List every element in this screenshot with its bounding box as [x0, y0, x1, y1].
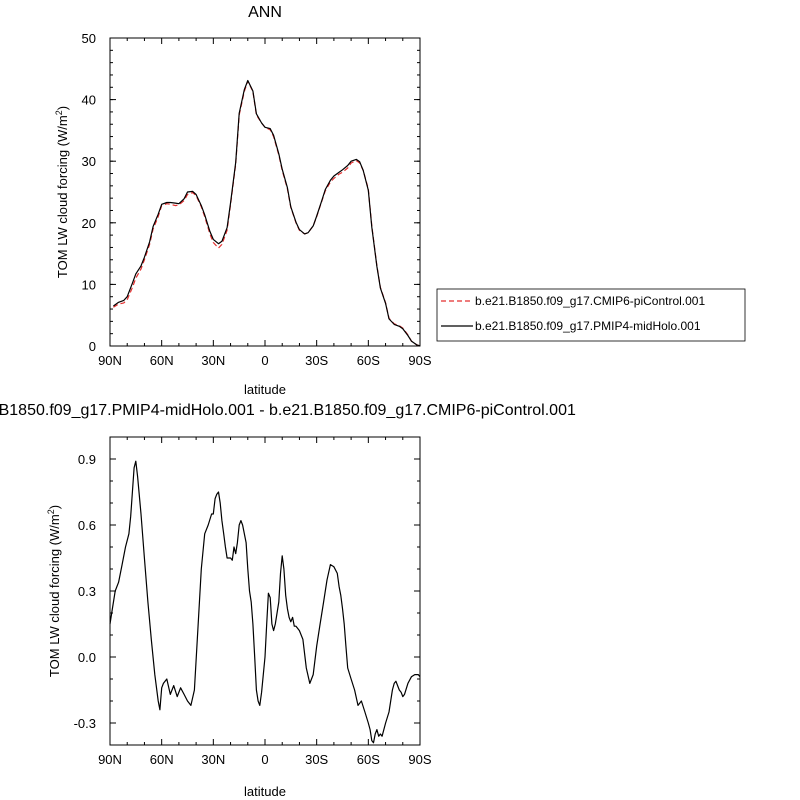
- x-tick-label: 60N: [150, 353, 174, 368]
- top-y-axis-label: TOM LW cloud forcing (W/m2): [54, 106, 70, 278]
- y-tick-label: 0.6: [78, 518, 96, 533]
- y-tick-label: 0: [89, 339, 96, 354]
- x-tick-label: 60S: [357, 353, 380, 368]
- top-x-axis-label: latitude: [244, 382, 286, 397]
- y-tick-label: 50: [82, 31, 96, 46]
- top-plot-frame: [109, 37, 421, 347]
- y-tick-label: 10: [82, 277, 96, 292]
- legend: b.e21.B1850.f09_g17.CMIP6-piControl.001 …: [436, 288, 746, 342]
- bottom-plot-frame: [109, 436, 421, 746]
- bottom-x-axis-label: latitude: [244, 784, 286, 799]
- y-tick-label: 0.9: [78, 452, 96, 467]
- top-chart: ANN 90N 60N 30N 0 30S 60S 90S 0 10 20 30 40 50 latit…: [54, 4, 746, 397]
- x-tick-label: 30S: [305, 353, 328, 368]
- x-tick-label: 30N: [201, 353, 225, 368]
- y-tick-label: 0.3: [78, 584, 96, 599]
- top-axis-ticks: 90N 60N 30N 0 30S 60S 90S 0 10 20 30 40 50: [82, 31, 432, 368]
- x-tick-label: 90N: [98, 353, 122, 368]
- x-tick-label: 60S: [357, 752, 380, 767]
- y-tick-label: -0.3: [74, 716, 96, 731]
- x-tick-label: 0: [261, 353, 268, 368]
- x-tick-label: 90S: [408, 752, 431, 767]
- x-tick-label: 60N: [150, 752, 174, 767]
- legend-box: [436, 288, 746, 342]
- series-line-1-0: [109, 460, 421, 744]
- legend-label-picontrol: b.e21.B1850.f09_g17.CMIP6-piControl.001: [475, 294, 705, 308]
- y-tick-label: 0.0: [78, 650, 96, 665]
- y-tick-label: 40: [82, 93, 96, 108]
- y-tick-label: 20: [82, 216, 96, 231]
- bottom-series-group: [109, 460, 421, 744]
- legend-label-midholo: b.e21.B1850.f09_g17.PMIP4-midHolo.001: [475, 319, 701, 333]
- bottom-chart-title: b.e21.B1850.f09_g17.PMIP4-midHolo.001 - …: [0, 402, 576, 419]
- series-line-0-1: [113, 79, 421, 347]
- top-chart-title: ANN: [248, 4, 282, 21]
- x-tick-label: 90S: [408, 353, 431, 368]
- bottom-y-axis-label: TOM LW cloud forcing (W/m2): [46, 505, 62, 677]
- y-tick-label: 30: [82, 154, 96, 169]
- bottom-chart: b.e21.B1850.f09_g17.PMIP4-midHolo.001 - …: [0, 402, 576, 799]
- bottom-axis-ticks: 90N 60N 30N 0 30S 60S 90S -0.3 0.0 0.3 0.6 0.9: [74, 436, 432, 767]
- series-line-0-0: [113, 80, 421, 347]
- x-tick-label: 30N: [201, 752, 225, 767]
- x-tick-label: 0: [261, 752, 268, 767]
- top-series-group: [113, 79, 421, 347]
- x-tick-label: 30S: [305, 752, 328, 767]
- x-tick-label: 90N: [98, 752, 122, 767]
